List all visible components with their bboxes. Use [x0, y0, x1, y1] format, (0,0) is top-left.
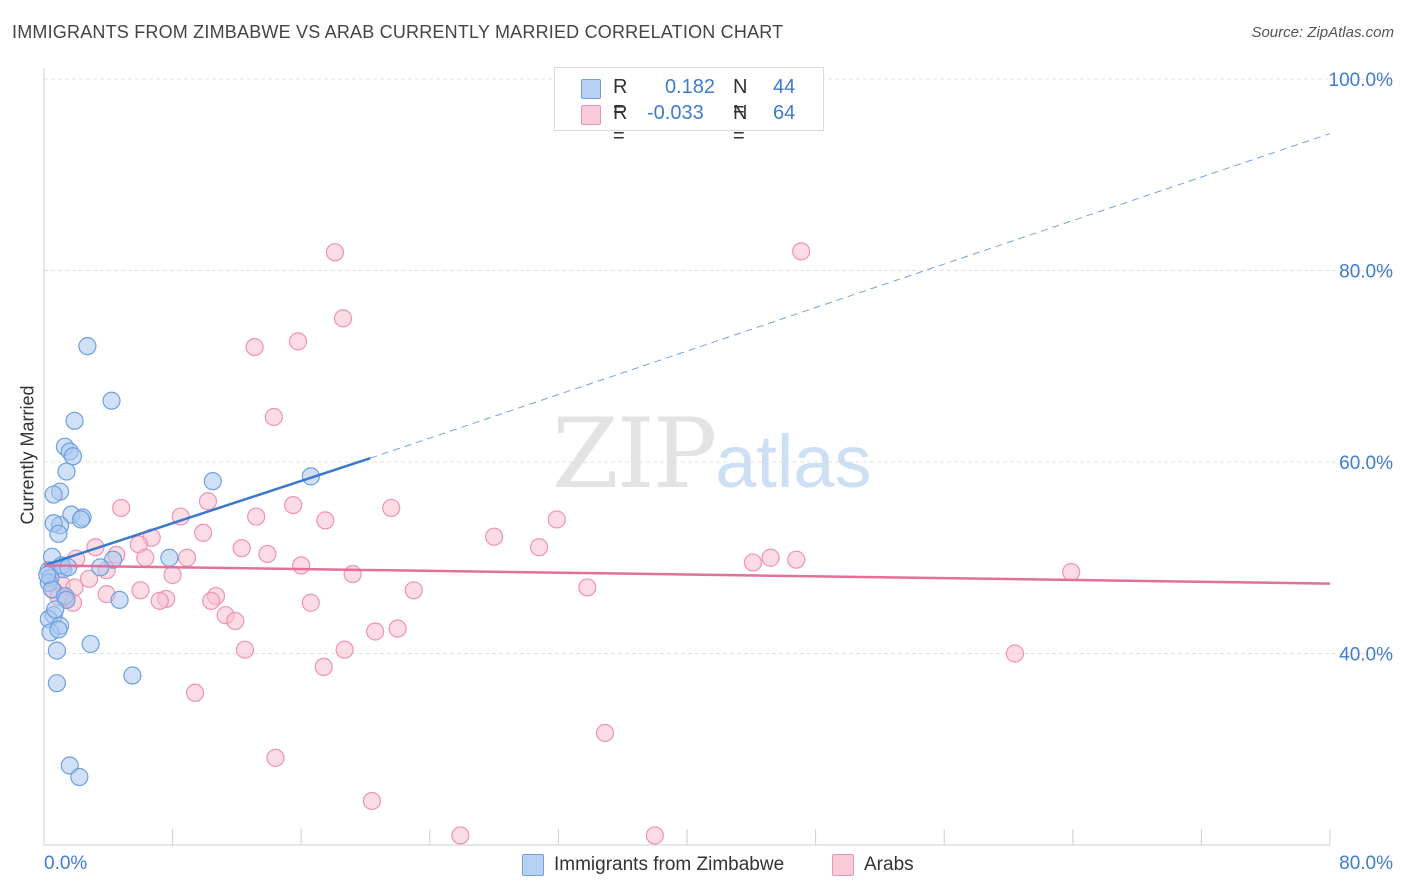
zimbabwe-point [49, 620, 68, 639]
zimbabwe-point [301, 467, 320, 486]
zimbabwe-point [70, 767, 89, 787]
y-tick-label: 80.0% [1339, 262, 1393, 283]
zimbabwe-point [71, 510, 91, 529]
arab-point [245, 338, 264, 357]
arab-point [150, 591, 169, 610]
zimbabwe-point [65, 411, 84, 430]
r-label: R = [613, 102, 628, 147]
arab-point [258, 544, 277, 564]
zimbabwe-point [46, 600, 65, 619]
arab-point [335, 640, 354, 659]
arab-point [316, 511, 335, 530]
arab-point [284, 495, 303, 515]
blue-swatch [522, 854, 544, 876]
arab-point [792, 242, 811, 261]
arab-point [226, 611, 245, 631]
legend-label: Immigrants from Zimbabwe [554, 854, 785, 875]
y-tick-label: 40.0% [1339, 645, 1393, 666]
r-label: R = [613, 76, 628, 121]
arab-point [301, 593, 320, 612]
series-legend: Immigrants from Zimbabwe Arabs [0, 850, 1406, 880]
zimbabwe-point [44, 485, 63, 504]
arab-point [404, 581, 423, 600]
arab-point [288, 332, 308, 351]
source-credit: Source: ZipAtlas.com [1251, 24, 1394, 41]
arab-point [761, 548, 780, 567]
arab-point [595, 723, 615, 743]
arab-point [247, 507, 266, 526]
zimbabwe-point [47, 674, 66, 693]
arab-point [325, 243, 345, 262]
arab-point [485, 527, 504, 546]
zimbabwe-point [38, 565, 57, 585]
n-value: 44 [773, 76, 796, 98]
zimbabwe-point [102, 391, 121, 410]
arab-point [232, 539, 251, 558]
n-value: 64 [773, 102, 796, 124]
arab-point [131, 581, 150, 600]
arab-point [202, 591, 221, 610]
legend-label: Arabs [864, 854, 914, 875]
r-value: -0.033 [647, 102, 704, 124]
zimbabwe-point [81, 634, 100, 654]
zimbabwe-point [110, 590, 129, 609]
x-tick-label-min: 0.0% [44, 853, 87, 874]
y-axis-label: Currently Married [17, 385, 38, 525]
zimbabwe-point [49, 524, 68, 543]
zimbabwe-point [78, 337, 97, 356]
arab-point [163, 565, 182, 585]
arab-point [388, 619, 407, 638]
pink-swatch [832, 854, 854, 876]
arab-point [112, 498, 131, 518]
arab-point [451, 826, 470, 845]
arab-point [266, 748, 285, 767]
arab-trend-line [43, 564, 1331, 585]
zimbabwe-point [63, 447, 83, 466]
arab-point [547, 510, 566, 529]
arab-point [1062, 563, 1081, 582]
watermark-zip: ZIP [552, 398, 717, 510]
arab-point [366, 622, 385, 641]
n-label: N = [733, 102, 748, 147]
arab-point [186, 683, 205, 702]
zimbabwe-point [123, 666, 142, 685]
zimbabwe-trend-extension [370, 133, 1331, 459]
pink-swatch [581, 105, 601, 125]
correlation-legend: R = 0.182 N = 44 R = -0.033 N = 64 [554, 67, 824, 147]
arab-point [343, 564, 362, 584]
arab-point [136, 548, 155, 567]
blue-swatch [581, 79, 601, 99]
arab-point [264, 407, 283, 427]
zimbabwe-trend-line [43, 456, 371, 567]
arab-point [177, 548, 197, 567]
arab-point [530, 538, 549, 557]
arab-point [194, 523, 213, 542]
arab-point [743, 553, 763, 572]
zimbabwe-point [203, 472, 222, 491]
arab-point [79, 569, 99, 588]
zimbabwe-point [57, 462, 76, 481]
arab-point [235, 640, 255, 659]
y-tick-label: 60.0% [1339, 453, 1393, 474]
arab-point [578, 578, 597, 597]
zimbabwe-point [160, 548, 179, 567]
arab-point [292, 556, 311, 575]
arab-point [645, 826, 664, 845]
arab-point [1005, 644, 1025, 663]
x-tick-label-max: 80.0% [1339, 853, 1393, 874]
arab-point [382, 498, 401, 518]
r-value: 0.182 [665, 76, 716, 98]
arab-point [362, 791, 382, 811]
arab-point [198, 492, 218, 511]
zimbabwe-point [59, 558, 78, 577]
arab-point [787, 550, 806, 569]
zimbabwe-point [47, 641, 66, 660]
arab-point [333, 309, 353, 328]
arab-point [314, 657, 333, 677]
chart-title: IMMIGRANTS FROM ZIMBABWE VS ARAB CURRENT… [12, 22, 784, 42]
n-label: N = [733, 76, 748, 121]
y-tick-label: 100.0% [1329, 70, 1394, 91]
